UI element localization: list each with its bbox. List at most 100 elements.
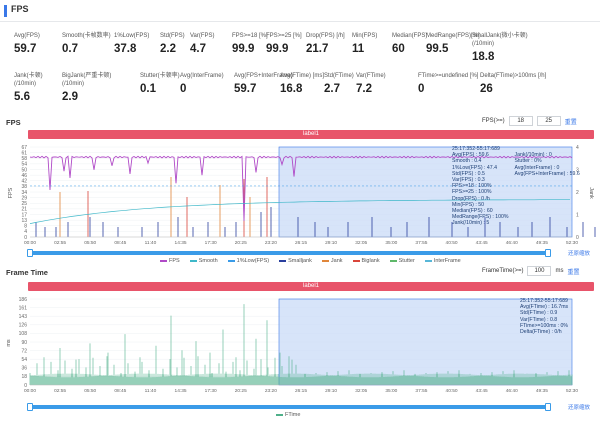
stat-label: FPS>=18 [%] xyxy=(232,33,268,39)
tooltip-key: Var(FPS) xyxy=(452,177,474,184)
tooltip-sep: : xyxy=(482,208,487,215)
tooltip-key: Avg(FTime) xyxy=(520,304,547,311)
tooltip-sep: : xyxy=(473,170,478,177)
x-tick-label: 26:15 xyxy=(295,240,307,246)
selection-rect xyxy=(278,298,573,386)
tooltip-value: 100% xyxy=(495,214,509,221)
x-tick-label: 02:55 xyxy=(54,388,66,394)
legend-label: Biglank xyxy=(361,258,380,264)
stat-value: 0.1 xyxy=(140,83,156,95)
y-tick-label: 186 xyxy=(19,297,28,303)
tooltip-sep: : xyxy=(473,183,479,190)
tooltip-value: 0.4 xyxy=(474,158,482,165)
x-tick-label: 37:55 xyxy=(415,388,427,394)
x-tick-label: 43:45 xyxy=(476,388,488,394)
x-tick-label: 26:15 xyxy=(295,388,307,394)
fps-threshold-control: FPS(>=) 18 25 重置 xyxy=(482,116,577,126)
legend-label: Jank xyxy=(330,258,343,264)
y2-tick-label: 4 xyxy=(576,145,579,151)
tooltip-row: Avg(FPS+InterFrame) : 59.6 xyxy=(515,171,580,177)
fps-zoom-handle-left[interactable] xyxy=(27,249,33,257)
fps-legend-item[interactable]: FPS xyxy=(160,258,180,264)
ft-reset-link[interactable]: 重置 xyxy=(567,269,580,276)
ft-threshold-control: FrameTime(>=) 100 ms 重置 xyxy=(482,266,579,276)
x-tick-label: 08:45 xyxy=(114,240,126,246)
stats_row2-stat-2: Stutter(卡顿率) 0.1 xyxy=(140,72,230,95)
tooltip-value: 0.5 xyxy=(477,170,485,177)
stat-label: Stutter(卡顿率) xyxy=(140,73,180,79)
tooltip-row: FPS>=25 : 100% xyxy=(452,189,509,195)
tooltip-row: 1%Low(FPS) : 47.4 xyxy=(452,165,509,171)
y-tick-label: 61 xyxy=(21,150,27,156)
fps-legend: FPS Smooth 1%Low(FPS) Smalljank Jank Biglank S… xyxy=(160,258,461,264)
fps-legend-item[interactable]: 1%Low(FPS) xyxy=(227,258,269,264)
tooltip-sep: : xyxy=(473,201,479,208)
stat-label: Smooth(卡帧数率) xyxy=(62,33,111,39)
y-tick-label: 38 xyxy=(21,184,27,190)
tooltip-row: MedRange(FPS) : 100% xyxy=(452,214,509,220)
tooltip-row: FTime>=100ms : 0% xyxy=(520,323,568,329)
fps-legend-item[interactable]: Smalljank xyxy=(279,258,312,264)
ft-selection-tooltip: 25:17:352-55:17:689 Avg(FTime) : 16.7ms S… xyxy=(520,298,568,335)
tooltip-row: Var(FTime) : 0.8 xyxy=(520,317,568,323)
tooltip-value: 50 xyxy=(478,201,485,208)
tooltip-value: 100% xyxy=(478,183,492,190)
y-tick-label: 0 xyxy=(24,383,27,389)
fps-line xyxy=(29,155,573,221)
tooltip-sep: : xyxy=(550,329,555,336)
y-tick-label: 126 xyxy=(19,323,28,329)
tooltip-sep: : xyxy=(482,164,487,171)
fps-zoom-slider[interactable] xyxy=(27,249,551,257)
tooltip-row: Jank(/10min) : 0 xyxy=(515,152,580,158)
ft-legend-item[interactable]: FTime xyxy=(276,412,300,418)
panel-title: FPS xyxy=(11,4,29,14)
stats_row1-stat-6: FPS>=25 [%] 99.9 xyxy=(266,32,356,55)
legend-swatch xyxy=(389,260,397,262)
ft-label-bar[interactable]: label1 xyxy=(28,282,594,291)
ft-legend-swatch xyxy=(276,414,283,416)
y-tick-label: 90 xyxy=(21,340,27,346)
stat-label: MedRange(FPS)[%] xyxy=(426,33,480,39)
fps-legend-item[interactable]: Biglank xyxy=(352,258,380,264)
tooltip-key: 1%Low(FPS) xyxy=(452,164,483,171)
tooltip-sep: : xyxy=(565,170,570,177)
fps-threshold-input-2[interactable]: 25 xyxy=(536,116,561,126)
x-tick-label: 05:50 xyxy=(84,388,96,394)
stats_row2-stat-8: FTime>=undefined [%] 0 xyxy=(418,72,508,95)
fps-legend-item[interactable]: Stutter xyxy=(389,258,415,264)
stat-value: 37.8 xyxy=(114,43,137,55)
stat-label: Avg(FPS+InterFrame) xyxy=(234,73,293,79)
fps-legend-item[interactable]: InterFrame xyxy=(424,258,461,264)
ft-restore-zoom[interactable]: 还原缩放 xyxy=(568,405,591,411)
fps-label-bar[interactable]: label1 xyxy=(28,130,594,139)
ft-zoom-handle-right[interactable] xyxy=(545,403,551,411)
tooltip-row: Drop(FPS) : 0 /h xyxy=(452,196,509,202)
tooltip-row: FPS>=18 : 100% xyxy=(452,183,509,189)
legend-label: Stutter xyxy=(398,258,415,264)
legend-swatch xyxy=(321,260,329,262)
tooltip-key: Avg(FPS+InterFrame) xyxy=(514,170,566,177)
stat-value: 60 xyxy=(392,43,405,55)
ft-chart[interactable]: 186 161 143 126 108 90 72 54 36 18 0 ms 00:00 02:55 05… xyxy=(0,293,600,406)
fps-legend-item[interactable]: Smooth xyxy=(189,258,218,264)
fps-reset-link[interactable]: 重置 xyxy=(564,119,577,126)
ft-zoom-handle-left[interactable] xyxy=(27,403,33,411)
legend-swatch xyxy=(160,260,167,262)
x-tick-label: 20:25 xyxy=(235,388,247,394)
x-tick-label: 49:35 xyxy=(536,240,548,246)
stats_row1-stat-7: Drop(FPS) [/h] 21.7 xyxy=(306,32,396,55)
fps-zoom-handle-right[interactable] xyxy=(545,249,551,257)
fps-threshold-input-1[interactable]: 18 xyxy=(508,116,533,126)
ft-threshold-input[interactable]: 100 xyxy=(527,266,552,276)
x-tick-label: 00:00 xyxy=(24,388,36,394)
y-tick-label: 50 xyxy=(21,167,27,173)
tooltip-sep: : xyxy=(545,316,550,323)
x-tick-label: 46:40 xyxy=(506,240,518,246)
ft-zoom-slider[interactable] xyxy=(27,403,551,411)
fps-restore-zoom[interactable]: 还原缩放 xyxy=(568,251,591,257)
fps-legend-item[interactable]: Jank xyxy=(321,258,343,264)
y-tick-label: 0 xyxy=(24,235,27,241)
x-tick-label: 08:45 xyxy=(114,388,126,394)
stats_row2-stat-1: BigJank(严重卡顿) (/10min) 2.9 xyxy=(62,72,152,103)
